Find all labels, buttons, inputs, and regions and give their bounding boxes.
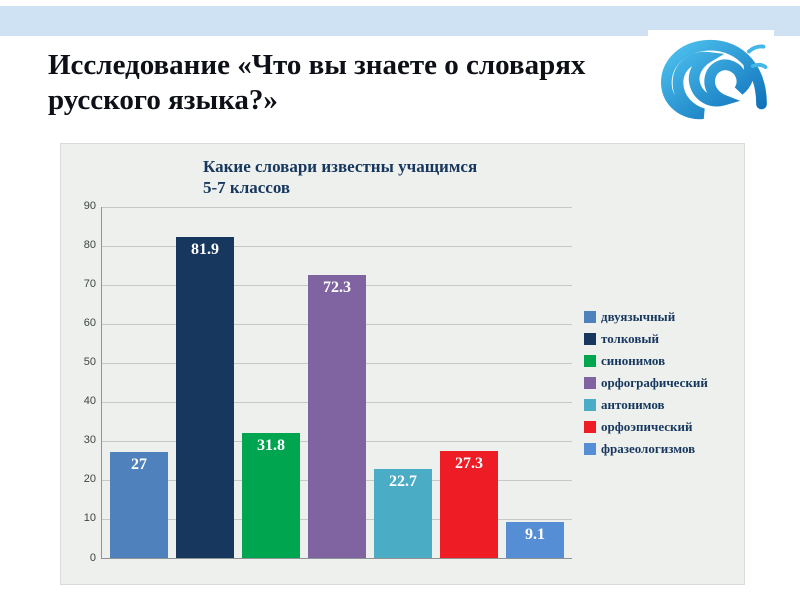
y-tick-label: 0 [89,551,96,564]
legend-label: синонимов [601,352,666,368]
legend-swatch-icon [584,442,596,455]
bar-value-label: 9.1 [525,525,545,543]
legend-swatch-icon [584,354,596,367]
gridline [102,245,572,247]
legend-item: орфоэпический [584,419,744,435]
chart-panel: Какие словари известны учащимся 5-7 клас… [60,143,745,585]
y-tick-label: 90 [83,199,96,212]
slide-title-line1: Исследование «Что вы знаете о словарях [48,49,586,81]
bar-толковый: 81.9 [176,237,234,558]
legend-item: антонимов [584,397,744,413]
legend-label: двуязычный [601,308,676,324]
y-tick-label: 60 [83,316,96,329]
bar-value-label: 27 [131,455,147,473]
y-tick-label: 50 [83,355,96,368]
legend-swatch-icon [584,398,596,411]
legend-label: орфографический [601,374,708,390]
bar-антонимов: 22.7 [374,468,432,558]
bar-value-label: 22.7 [389,472,417,490]
chart-title-line2: 5-7 классов [203,178,291,198]
legend-label: фразеологизмов [601,440,696,456]
legend-label: толковый [601,330,659,346]
legend-item: фразеологизмов [584,441,744,457]
legend-item: двуязычный [584,309,744,325]
slide-title-line2: русского языка?» [48,83,278,116]
legend: двуязычный толковый синонимов орфографическ… [572,207,744,559]
legend-label: антонимов [601,396,665,412]
legend-swatch-icon [584,376,596,389]
legend-swatch-icon [584,420,596,433]
bar-синонимов: 31.8 [242,433,300,558]
gridline [102,206,572,208]
y-tick-label: 40 [83,395,96,408]
chart-title: Какие словари известны учащимся 5-7 клас… [203,156,744,199]
bar-орфоэпический: 27.3 [440,450,498,558]
slide-title: Исследование «Что вы знаете о словарях р… [48,48,748,118]
y-tick-label: 20 [83,473,96,486]
wave-logo-icon [648,30,774,140]
bar-value-label: 27.3 [455,454,483,472]
bar-орфографический: 72.3 [308,274,366,558]
legend-label: орфоэпический [601,418,693,434]
bar-двуязычный: 27 [110,451,168,558]
legend-swatch-icon [584,332,596,345]
y-tick-label: 80 [83,238,96,251]
bar-value-label: 81.9 [191,241,219,259]
bar-value-label: 31.8 [257,437,285,455]
plot-row: 0 10 20 30 40 50 60 70 80 90 27 81.9 31.8 72.3 22.7 27… [75,200,744,564]
legend-item: синонимов [584,353,744,369]
plot-area: 27 81.9 31.8 72.3 22.7 27.3 9.1 [101,206,572,559]
bar-фразеологизмов: 9.1 [506,521,564,558]
legend-item: толковый [584,331,744,347]
y-axis: 0 10 20 30 40 50 60 70 80 90 [75,200,101,564]
legend-item: орфографический [584,375,744,391]
y-tick-label: 30 [83,434,96,447]
y-tick-label: 10 [83,512,96,525]
y-tick-label: 70 [83,277,96,290]
legend-swatch-icon [584,310,596,323]
bar-series: 27 81.9 31.8 72.3 22.7 27.3 9.1 [102,207,572,558]
chart-title-line1: Какие словари известны учащимся [203,157,478,176]
bar-value-label: 72.3 [323,278,351,296]
